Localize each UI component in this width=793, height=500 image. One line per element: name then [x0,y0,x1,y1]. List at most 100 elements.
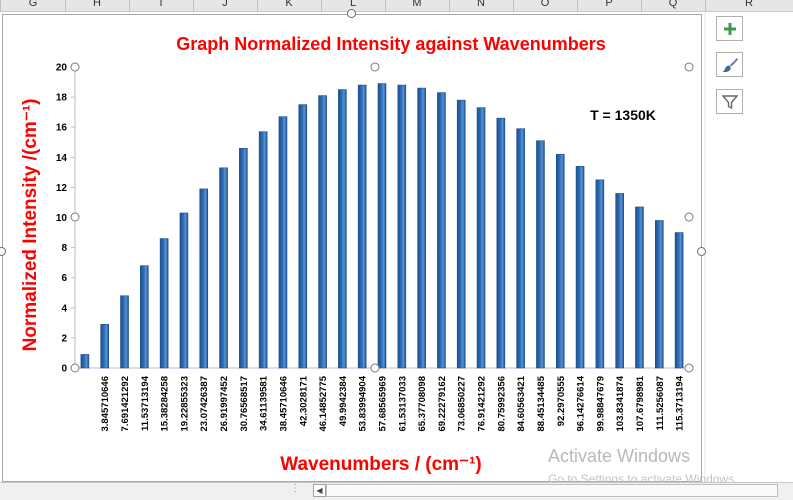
plot-area-handle[interactable] [370,363,380,373]
column-letter-l[interactable]: L [349,0,357,9]
x-tick-label: 65.37708098 [417,376,428,431]
column-letter-g[interactable]: G [28,0,38,9]
bar[interactable] [536,140,545,369]
x-tick-label: 92.2970555 [556,375,567,426]
column-separator[interactable] [0,0,1,11]
plot-area-handle[interactable] [70,363,80,373]
bar[interactable] [417,87,426,369]
chart-styles-button[interactable] [716,52,743,77]
bar[interactable] [635,206,644,369]
x-tick-label: 3.845710646 [100,376,111,431]
x-tick-label: 23.07426387 [199,376,210,431]
chart-filters-button[interactable] [716,89,743,114]
bar[interactable] [377,83,387,369]
plot-area-handle[interactable] [70,62,80,72]
x-tick-label: 30.76568517 [239,376,250,431]
bar[interactable] [219,167,228,369]
x-tick-label: 107.6798981 [635,375,646,431]
bar[interactable] [397,84,407,369]
bar[interactable] [159,238,169,369]
y-tick-label: 8 [61,243,67,254]
horizontal-scrollbar[interactable] [326,484,778,497]
bar[interactable] [258,131,268,369]
chart-area[interactable]: Graph Normalized Intensity against Waven… [0,9,706,482]
column-header-bar: G H I J K L M N O P Q R [0,0,793,12]
bar[interactable] [555,153,565,369]
plot-area-handle[interactable] [684,363,694,373]
column-letter-o[interactable]: O [540,0,550,9]
bar[interactable] [654,220,664,369]
column-separator[interactable] [385,0,386,11]
y-tick-label: 16 [56,123,68,134]
column-letter-p[interactable]: P [605,0,613,9]
column-separator[interactable] [641,0,642,11]
bar[interactable] [338,89,347,369]
x-tick-label: 111.5256087 [655,376,666,430]
bar[interactable] [674,232,684,369]
bar[interactable] [476,107,486,369]
chart-elements-button[interactable] [716,16,743,41]
x-tick-label: 99.98847679 [595,376,606,431]
filter-icon [721,94,738,109]
plot-area-handle[interactable] [70,212,80,222]
bar[interactable] [100,324,110,369]
column-separator[interactable] [577,0,578,11]
bar[interactable] [357,84,367,369]
temperature-annotation: T = 1350K [590,107,656,123]
bar[interactable] [80,354,90,369]
bar[interactable] [595,179,605,369]
bar[interactable] [516,128,525,369]
column-letter-q[interactable]: Q [668,0,678,9]
plot-area-handle[interactable] [684,62,694,72]
x-tick-label: 11.53713194 [140,375,151,431]
bar[interactable] [298,104,308,369]
sheet-tab-splitter[interactable]: ⋮ [290,483,300,494]
x-tick-label: 19.22855323 [179,376,190,431]
bar[interactable] [496,117,506,369]
bar[interactable] [179,212,189,369]
column-letter-j[interactable]: J [222,0,228,9]
y-tick-label: 0 [61,364,67,375]
column-separator[interactable] [257,0,258,11]
plot-area-handle[interactable] [370,62,380,72]
chart-resize-handle[interactable] [0,247,6,256]
bar[interactable] [278,116,288,369]
y-tick-label: 18 [56,93,68,104]
x-tick-label: 103.8341874 [615,375,626,431]
chart-resize-handle[interactable] [697,247,706,256]
column-letter-n[interactable]: N [477,0,485,9]
chart-title: Graph Normalized Intensity against Waven… [176,34,605,54]
column-letter-m[interactable]: M [412,0,422,9]
bar[interactable] [456,99,466,369]
plot-area-handle[interactable] [684,212,694,222]
bar[interactable] [437,92,446,369]
chart-resize-handle[interactable] [347,9,356,18]
bar[interactable] [318,95,327,369]
column-separator[interactable] [449,0,450,11]
column-separator[interactable] [513,0,514,11]
column-letter-h[interactable]: H [93,0,101,9]
x-tick-label: 76.91421292 [477,376,488,431]
x-tick-label: 42.3028171 [298,375,309,426]
column-separator[interactable] [193,0,194,11]
column-letter-k[interactable]: K [285,0,293,9]
scroll-left-button[interactable]: ◀ [313,484,326,497]
bar[interactable] [140,265,149,369]
x-tick-label: 7.691421292 [120,376,131,431]
bar[interactable] [239,147,248,369]
bar[interactable] [199,188,209,369]
bar[interactable] [120,295,129,369]
column-separator[interactable] [129,0,130,11]
x-tick-label: 15.38284258 [160,376,171,431]
x-axis-label: Wavenumbers / (cm⁻¹) [280,454,481,475]
y-tick-label: 12 [56,183,68,194]
column-letter-i[interactable]: I [159,0,163,9]
column-separator[interactable] [65,0,66,11]
bar[interactable] [615,193,624,369]
x-tick-label: 53.83994904 [358,375,369,431]
plot-area: 0 2 4 6 8 10 12 14 16 18 20 3.845710646 7.691421292 1… [56,62,694,431]
column-separator[interactable] [321,0,322,11]
column-letter-r[interactable]: R [745,0,753,9]
bar[interactable] [575,166,585,369]
column-separator[interactable] [705,0,706,11]
